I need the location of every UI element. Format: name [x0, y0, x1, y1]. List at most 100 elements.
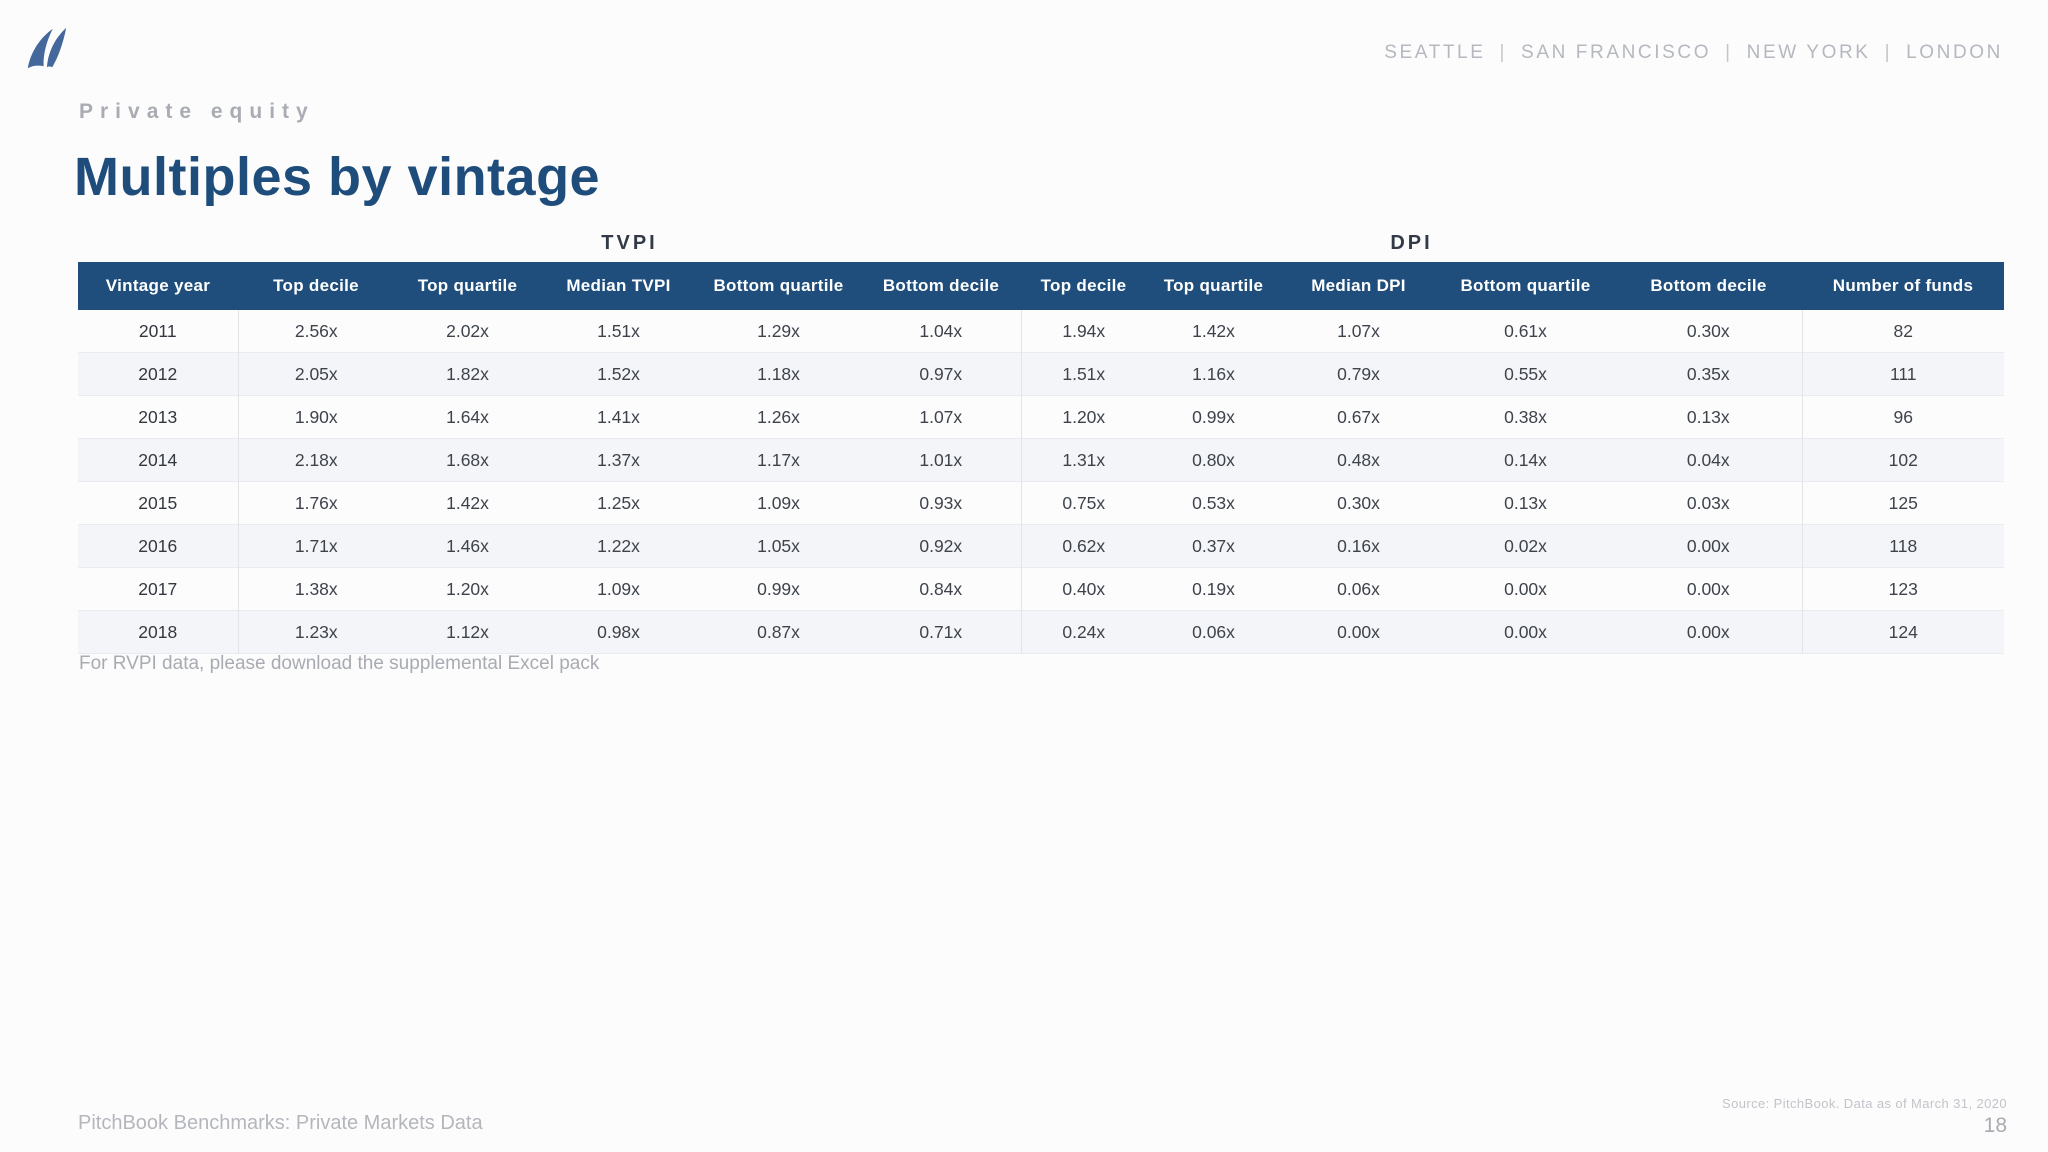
table-cell: 1.09x [757, 492, 800, 513]
footer-right-block: Source: PitchBook. Data as of March 31, … [1722, 1096, 2007, 1138]
column-header: Median TVPI [541, 262, 696, 310]
table-cell: 1.09x [597, 578, 640, 599]
table-cell: 0.37x [1146, 524, 1281, 568]
table-cell: 1.71x [238, 524, 394, 568]
column-header: Vintage year [78, 262, 238, 310]
table-cell: 96 [1893, 406, 1913, 427]
table-cell: 2.02x [446, 320, 489, 341]
table-cell: 1.51x [597, 320, 640, 341]
table-cell: 0.13x [1615, 395, 1803, 439]
vintage-year-cell: 2017 [78, 567, 239, 611]
office-locations: SEATTLE | SAN FRANCISCO | NEW YORK | LONDON [1380, 42, 2007, 64]
table-row: 2017 1.38x 1.20x 1.09x 0.99x 0.84x 0.40x 0.19x 0… [78, 567, 2004, 611]
column-header: Bottom decile [1615, 262, 1802, 310]
table-cell: 1.94x [1062, 320, 1106, 341]
table-cell: 0.00x [1615, 567, 1803, 611]
table-cell: 0.38x [1504, 406, 1547, 427]
group-header-dpi: DPI [1390, 231, 1433, 254]
table-cell: 0.16x [1281, 524, 1436, 568]
table-cell: 102 [1802, 438, 2004, 482]
vintage-year-cell: 2012 [78, 352, 239, 396]
location-separator: | [1499, 42, 1508, 63]
table-cell: 0.13x [1504, 492, 1547, 513]
table-cell: 0.00x [1281, 610, 1436, 654]
table-cell: 0.00x [1615, 524, 1803, 568]
table-head: Vintage year Top decile Top quartile Median… [78, 262, 2004, 310]
section-eyebrow: Private equity [79, 100, 315, 123]
table-cell: 0.00x [1615, 610, 1803, 654]
table-cell: 1.20x [446, 578, 489, 599]
table-cell: 1.90x [294, 406, 338, 427]
footer-report-title: PitchBook Benchmarks: Private Markets Da… [78, 1112, 483, 1134]
location-separator: | [1884, 42, 1893, 63]
table-cell: 2.05x [238, 352, 394, 396]
location-label: SEATTLE [1384, 42, 1486, 63]
table-cell: 1.12x [394, 610, 541, 654]
table-cell: 0.87x [696, 610, 861, 654]
column-header: Median DPI [1281, 262, 1436, 310]
page-number: 18 [1983, 1114, 2007, 1137]
table-cell: 0.92x [861, 524, 1022, 568]
table-cell: 125 [1888, 492, 1918, 513]
table-cell: 0.14x [1436, 438, 1615, 482]
table-cell: 1.17x [696, 438, 861, 482]
table-cell: 0.93x [861, 481, 1022, 525]
location-separator: | [1725, 42, 1733, 63]
table-body: 2011 2.56x 2.02x 1.51x 1.29x 1.04x 1.94x 1.42x 1… [78, 310, 2004, 654]
table-cell: 1.51x [1021, 352, 1146, 396]
table-cell: 1.07x [861, 395, 1022, 439]
table-cell: 0.00x [1504, 578, 1547, 599]
table-cell: 1.64x [446, 406, 489, 427]
table-cell: 0.24x [1021, 610, 1146, 654]
vintage-year-cell: 2014 [78, 438, 239, 482]
vintage-year-cell: 2016 [78, 524, 239, 568]
table-row: 2016 1.71x 1.46x 1.22x 1.05x 0.92x 0.62x 0.37x 0… [78, 524, 2004, 568]
table-cell: 0.19x [1192, 578, 1235, 599]
table-cell: 0.06x [1337, 578, 1380, 599]
table-cell: 1.42x [446, 492, 489, 513]
table-group-header-row: TVPI DPI [78, 224, 2004, 262]
vintage-year-cell: 2015 [78, 481, 239, 525]
table-row: 2013 1.90x 1.64x 1.41x 1.26x 1.07x 1.20x 0.99x 0… [78, 395, 2004, 439]
table-cell: 0.03x [1615, 481, 1803, 525]
table-cell: 0.67x [1337, 406, 1380, 427]
location-label: LONDON [1906, 42, 2003, 63]
multiples-by-vintage-table: Vintage year Top decile Top quartile Median… [78, 262, 2004, 654]
table-cell: 0.40x [1062, 578, 1106, 599]
table-row: 2011 2.56x 2.02x 1.51x 1.29x 1.04x 1.94x 1.42x 1… [78, 310, 2004, 353]
column-header: Bottom decile [861, 262, 1021, 310]
table-cell: 2.18x [238, 438, 394, 482]
table-cell: 1.26x [757, 406, 800, 427]
table-row: 2018 1.23x 1.12x 0.98x 0.87x 0.71x 0.24x 0.06x 0… [78, 610, 2004, 654]
table-header-row: Vintage year Top decile Top quartile Median… [78, 262, 2004, 310]
table-cell: 0.99x [757, 578, 800, 599]
table-cell: 82 [1893, 320, 1913, 341]
column-header: Top decile [1021, 262, 1146, 310]
table-cell: 111 [1802, 352, 2004, 396]
table-cell: 1.18x [696, 352, 861, 396]
table-cell: 0.35x [1615, 352, 1803, 396]
table-row: 2014 2.18x 1.68x 1.37x 1.17x 1.01x 1.31x 0.80x 0… [78, 438, 2004, 482]
table-cell: 1.16x [1146, 352, 1281, 396]
column-header: Number of funds [1802, 262, 2004, 310]
table-cell: 0.79x [1281, 352, 1436, 396]
table-cell: 1.68x [394, 438, 541, 482]
table-cell: 0.61x [1504, 320, 1547, 341]
vintage-year-cell: 2018 [78, 610, 239, 654]
table-cell: 0.62x [1021, 524, 1146, 568]
table-cell: 0.98x [541, 610, 696, 654]
table-cell: 1.31x [1021, 438, 1146, 482]
table-cell: 118 [1802, 524, 2004, 568]
table-cell: 0.75x [1062, 492, 1106, 513]
vintage-year-cell: 2013 [78, 395, 239, 439]
table-cell: 0.00x [1436, 610, 1615, 654]
table-cell: 0.30x [1615, 310, 1803, 353]
location-label: SAN FRANCISCO [1521, 42, 1712, 63]
table-cell: 0.48x [1281, 438, 1436, 482]
column-header: Top quartile [394, 262, 541, 310]
table-cell: 1.41x [597, 406, 640, 427]
source-note: Source: PitchBook. Data as of March 31, … [1722, 1096, 2007, 1111]
column-header: Bottom quartile [1436, 262, 1615, 310]
column-header: Bottom quartile [696, 262, 861, 310]
